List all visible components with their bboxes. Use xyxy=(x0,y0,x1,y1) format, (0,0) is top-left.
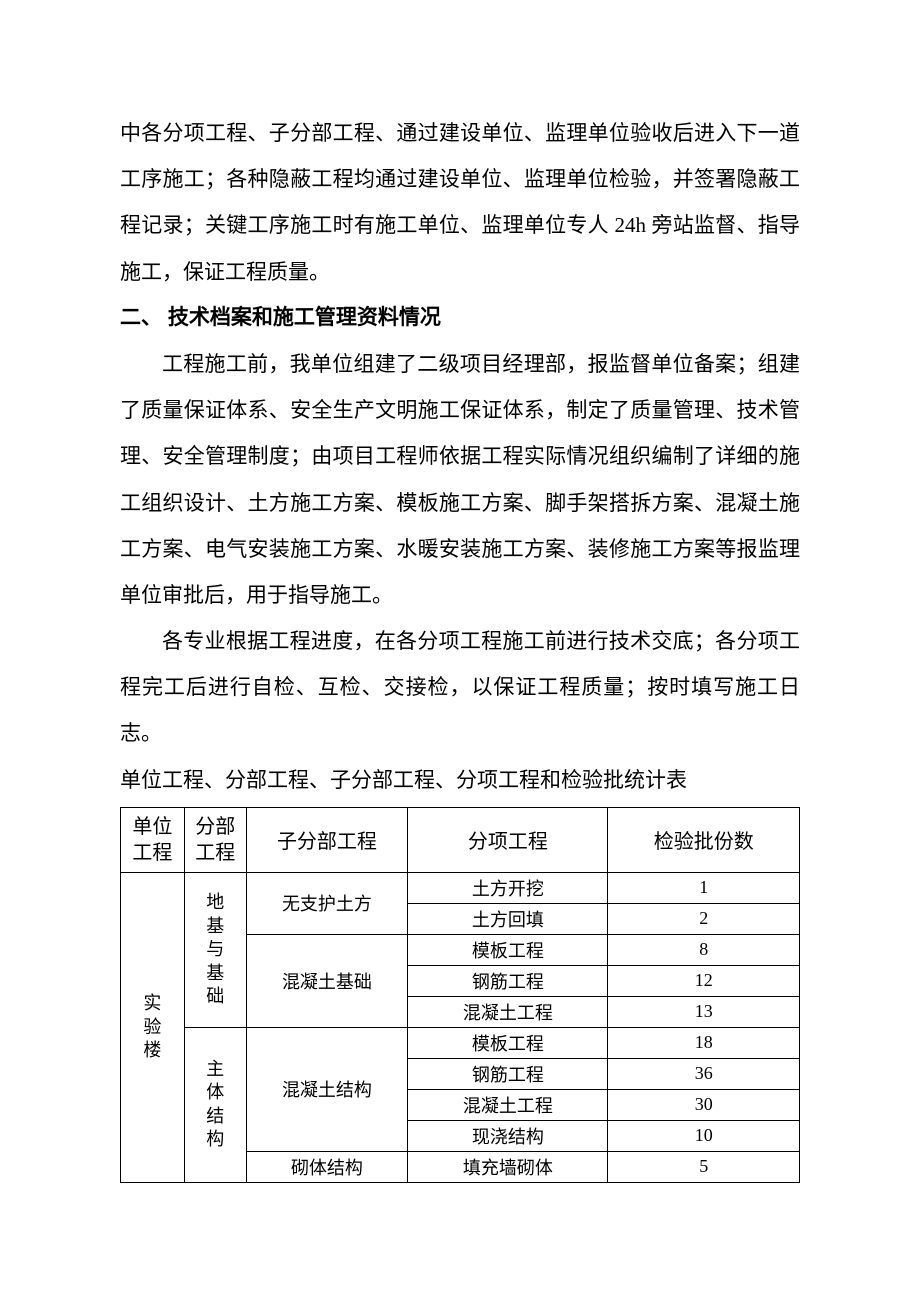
cell-batch: 2 xyxy=(608,903,800,934)
cell-batch: 12 xyxy=(608,965,800,996)
cell-batch: 18 xyxy=(608,1027,800,1058)
cell-item: 填充墙砌体 xyxy=(408,1151,608,1182)
cell-batch: 10 xyxy=(608,1120,800,1151)
table-row: 主体结构 混凝土结构 模板工程 18 xyxy=(121,1027,800,1058)
header-subdivision: 子分部工程 xyxy=(246,807,408,872)
project-statistics-table: 单位工程 分部工程 子分部工程 分项工程 检验批份数 实验楼 地基与基础 无支护… xyxy=(120,807,800,1183)
cell-unit: 实验楼 xyxy=(121,872,185,1182)
paragraph-body-2: 各专业根据工程进度，在各分项工程施工前进行技术交底；各分项工程完工后进行自检、互… xyxy=(120,618,800,757)
cell-item: 土方开挖 xyxy=(408,872,608,903)
header-item: 分项工程 xyxy=(408,807,608,872)
cell-subdivision: 砌体结构 xyxy=(246,1151,408,1182)
cell-item: 土方回填 xyxy=(408,903,608,934)
table-row: 实验楼 地基与基础 无支护土方 土方开挖 1 xyxy=(121,872,800,903)
cell-batch: 8 xyxy=(608,934,800,965)
cell-division-1: 地基与基础 xyxy=(184,872,246,1027)
header-division: 分部工程 xyxy=(184,807,246,872)
cell-subdivision: 混凝土结构 xyxy=(246,1027,408,1151)
cell-item: 现浇结构 xyxy=(408,1120,608,1151)
cell-item: 钢筋工程 xyxy=(408,1058,608,1089)
paragraph-continuation: 中各分项工程、子分部工程、通过建设单位、监理单位验收后进入下一道工序施工；各种隐… xyxy=(120,110,800,295)
cell-division-2: 主体结构 xyxy=(184,1027,246,1182)
cell-batch: 30 xyxy=(608,1089,800,1120)
cell-item: 模板工程 xyxy=(408,1027,608,1058)
cell-subdivision: 无支护土方 xyxy=(246,872,408,934)
cell-item: 混凝土工程 xyxy=(408,996,608,1027)
cell-batch: 1 xyxy=(608,872,800,903)
cell-item: 混凝土工程 xyxy=(408,1089,608,1120)
table-caption: 单位工程、分部工程、子分部工程、分项工程和检验批统计表 xyxy=(120,757,800,803)
cell-batch: 5 xyxy=(608,1151,800,1182)
paragraph-body-1: 工程施工前，我单位组建了二级项目经理部，报监督单位备案；组建了质量保证体系、安全… xyxy=(120,341,800,618)
cell-item: 钢筋工程 xyxy=(408,965,608,996)
header-unit: 单位工程 xyxy=(121,807,185,872)
cell-batch: 36 xyxy=(608,1058,800,1089)
cell-subdivision: 混凝土基础 xyxy=(246,934,408,1027)
header-batch: 检验批份数 xyxy=(608,807,800,872)
cell-batch: 13 xyxy=(608,996,800,1027)
section-heading-2: 二、 技术档案和施工管理资料情况 xyxy=(120,295,800,341)
cell-item: 模板工程 xyxy=(408,934,608,965)
table-header-row: 单位工程 分部工程 子分部工程 分项工程 检验批份数 xyxy=(121,807,800,872)
